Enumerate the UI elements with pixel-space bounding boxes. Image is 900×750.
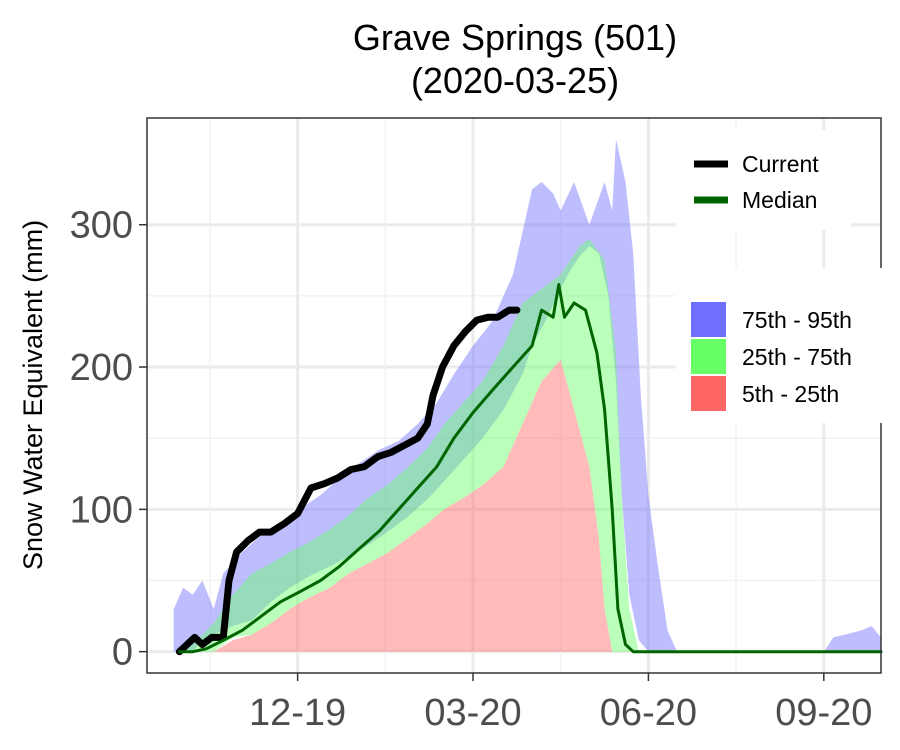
band-5th-25th (173, 359, 881, 652)
series-lines (175, 283, 883, 656)
legend-key-band (691, 376, 726, 411)
percentile-bands (173, 139, 881, 652)
series-line-current (175, 306, 521, 656)
legend-bands: 75th - 95th 25th - 75th 5th - 25th (676, 268, 884, 423)
legend-label-band: 25th - 75th (742, 344, 852, 370)
legend-label-band: 75th - 95th (742, 307, 852, 333)
x-tick-label: 03-20 (424, 692, 521, 734)
y-tick-label: 100 (70, 489, 133, 531)
x-axis: 12-19 03-20 06-20 09-20 (249, 673, 872, 734)
y-tick-label: 300 (70, 205, 133, 247)
legend-label-current: Current (742, 151, 819, 177)
legend-lines-background (676, 130, 851, 230)
y-axis-label: Snow Water Equivalent (mm) (18, 220, 48, 570)
band-75th-95th (173, 139, 881, 652)
y-tick-label: 0 (112, 632, 133, 674)
x-tick-label: 12-19 (249, 692, 346, 734)
y-axis: 0 100 200 300 (70, 205, 147, 674)
legend-label-median: Median (742, 187, 817, 213)
series-line-median (177, 283, 883, 654)
legend-key-band (691, 339, 726, 374)
band-25th-75th (173, 239, 881, 652)
chart-subtitle: (2020-03-25) (411, 60, 619, 101)
x-tick-label: 06-20 (600, 692, 697, 734)
legend-lines: Current Median (676, 130, 851, 230)
band-tail (823, 626, 881, 652)
chart-title: Grave Springs (501) (353, 17, 677, 58)
y-tick-label: 200 (70, 347, 133, 389)
legend-label-band: 5th - 25th (742, 381, 839, 407)
x-tick-label: 09-20 (775, 692, 872, 734)
legend-key-band (691, 302, 726, 337)
